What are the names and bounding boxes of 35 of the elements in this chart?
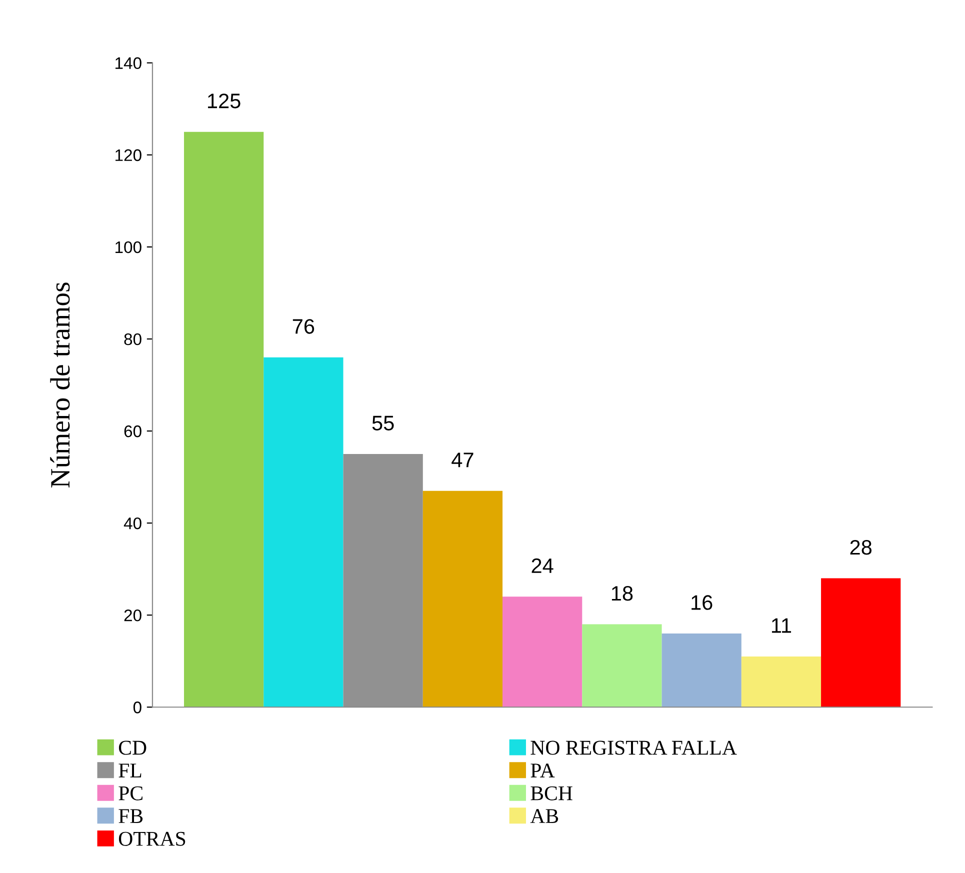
data-label: 18 [612,586,633,601]
y-tick-label: 60 [124,425,142,438]
bar [582,624,662,708]
data-label: 11 [772,618,792,633]
legend-label: NO REGISTRA FALLA [530,740,737,755]
bar [264,357,344,708]
legend-label: OTRAS [118,832,186,846]
legend-label: BCH [530,786,572,800]
y-tick-label: 100 [116,241,142,254]
y-tick-label: 40 [124,517,142,530]
data-label: 16 [692,595,712,610]
legend-label: CD [118,740,146,755]
data-label: 24 [532,558,554,573]
legend-label: PC [118,786,142,800]
data-label: 76 [292,319,314,334]
bar [821,578,901,708]
bar [422,490,503,708]
data-label: 47 [452,452,474,468]
data-label: 125 [208,94,240,108]
bar [502,596,582,708]
y-tick-label: 80 [124,333,142,346]
bar [184,132,264,708]
y-tick-label: 120 [116,149,142,162]
legend-label: FL [118,764,142,778]
legend-label: FB [118,809,143,823]
data-label: 28 [850,540,872,555]
legend-label: PA [530,764,555,778]
data-label: 55 [372,416,394,430]
y-tick-label: 20 [124,609,142,622]
bar [741,656,822,708]
y-axis-title: Número de tramos [50,282,70,488]
bar [662,634,742,708]
y-tick-label: 140 [116,57,142,70]
y-tick-label: 0 [133,702,142,714]
legend-label: AB [530,809,558,823]
